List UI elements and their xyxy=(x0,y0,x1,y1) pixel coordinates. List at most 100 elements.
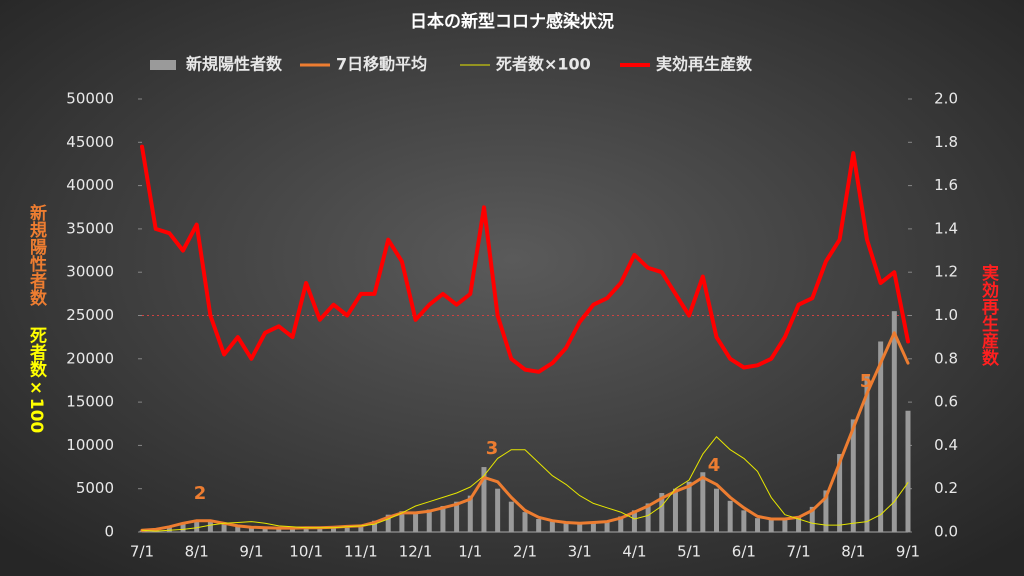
bar xyxy=(481,467,487,532)
annotation: 4 xyxy=(708,455,721,476)
y2-tick-label: 0.2 xyxy=(934,479,958,497)
y-tick-label: 5000 xyxy=(76,479,114,497)
bar xyxy=(303,527,309,532)
bar xyxy=(809,506,815,532)
bar xyxy=(618,516,624,532)
bar xyxy=(358,525,364,532)
y-tick-label: 50000 xyxy=(66,90,114,108)
x-tick-label: 10/1 xyxy=(289,543,323,561)
y-tick-label: 40000 xyxy=(66,176,114,194)
y2-tick-label: 1.6 xyxy=(934,176,958,194)
x-tick-label: 7/1 xyxy=(787,543,811,561)
bar xyxy=(467,495,473,532)
x-tick-label: 8/1 xyxy=(841,543,865,561)
bar xyxy=(577,524,583,532)
bar xyxy=(755,518,761,532)
bar xyxy=(276,528,282,532)
legend-label: 新規陽性者数 xyxy=(186,55,283,74)
line xyxy=(140,144,910,374)
bar xyxy=(495,488,501,532)
x-tick-label: 2/1 xyxy=(513,543,537,561)
bar xyxy=(289,527,295,532)
bar xyxy=(796,516,802,532)
bar xyxy=(426,509,432,532)
bar xyxy=(700,472,706,532)
bar xyxy=(440,506,446,532)
bar xyxy=(837,454,843,532)
y2-tick-label: 0.8 xyxy=(934,349,958,367)
y-tick-label: 20000 xyxy=(66,349,114,367)
bar xyxy=(508,501,514,532)
bar xyxy=(413,513,419,532)
bar xyxy=(672,488,678,532)
bar xyxy=(727,500,733,532)
annotation: 3 xyxy=(486,438,499,459)
y2-tick-label: 1.2 xyxy=(934,263,958,281)
x-tick-label: 9/1 xyxy=(239,543,263,561)
bar xyxy=(850,419,856,532)
bar xyxy=(823,490,829,532)
y-tick-label: 35000 xyxy=(66,219,114,237)
bar xyxy=(385,514,391,532)
chart-title: 日本の新型コロナ感染状況 xyxy=(410,11,614,32)
y-tick-label: 30000 xyxy=(66,263,114,281)
legend-swatch xyxy=(150,60,176,70)
x-tick-label: 9/1 xyxy=(896,543,920,561)
x-tick-label: 12/1 xyxy=(399,543,433,561)
line xyxy=(141,436,909,532)
bar xyxy=(536,519,542,532)
x-tick-label: 1/1 xyxy=(458,543,482,561)
bar xyxy=(454,501,460,532)
bar xyxy=(905,410,911,532)
bar xyxy=(631,510,637,532)
bar xyxy=(522,512,528,532)
legend-label: 死者数×100 xyxy=(496,55,591,74)
line xyxy=(140,331,910,532)
bar xyxy=(782,519,788,532)
y2-tick-label: 0.4 xyxy=(934,436,958,454)
bar xyxy=(686,481,692,532)
bar xyxy=(372,520,378,532)
y-tick-label: 45000 xyxy=(66,133,114,151)
bar xyxy=(549,521,555,532)
bar xyxy=(563,523,569,532)
x-tick-label: 5/1 xyxy=(677,543,701,561)
x-tick-label: 6/1 xyxy=(732,543,756,561)
bar xyxy=(714,488,719,532)
bar xyxy=(331,526,336,532)
bar xyxy=(659,493,665,532)
annotation: 2 xyxy=(194,483,207,504)
y-axis-label-2: 死者数×100 xyxy=(26,327,48,434)
bar xyxy=(262,527,268,532)
bar xyxy=(221,524,227,532)
y-axis-label: 新規陽性者数 xyxy=(26,203,48,307)
y2-tick-label: 1.0 xyxy=(934,306,958,324)
y2-tick-label: 1.4 xyxy=(934,219,958,237)
bar xyxy=(180,522,186,532)
bar xyxy=(344,525,350,532)
y-tick-label: 0 xyxy=(104,523,114,541)
bar xyxy=(248,527,254,532)
bar xyxy=(235,526,241,532)
x-tick-label: 8/1 xyxy=(185,543,209,561)
bar xyxy=(891,311,897,532)
bar xyxy=(878,341,884,532)
bar xyxy=(768,519,774,532)
bar xyxy=(590,521,596,532)
y2-tick-label: 1.8 xyxy=(934,133,958,151)
bar xyxy=(399,511,405,532)
y2-tick-label: 0.6 xyxy=(934,393,958,411)
x-tick-label: 4/1 xyxy=(622,543,646,561)
x-tick-label: 3/1 xyxy=(568,543,592,561)
bar xyxy=(207,521,213,532)
bar xyxy=(864,376,870,532)
x-tick-label: 11/1 xyxy=(344,543,378,561)
legend-label: 7日移動平均 xyxy=(336,55,427,74)
y2-tick-label: 0.0 xyxy=(934,523,958,541)
bar xyxy=(604,520,610,532)
y-tick-label: 15000 xyxy=(66,393,114,411)
bar xyxy=(166,526,172,532)
